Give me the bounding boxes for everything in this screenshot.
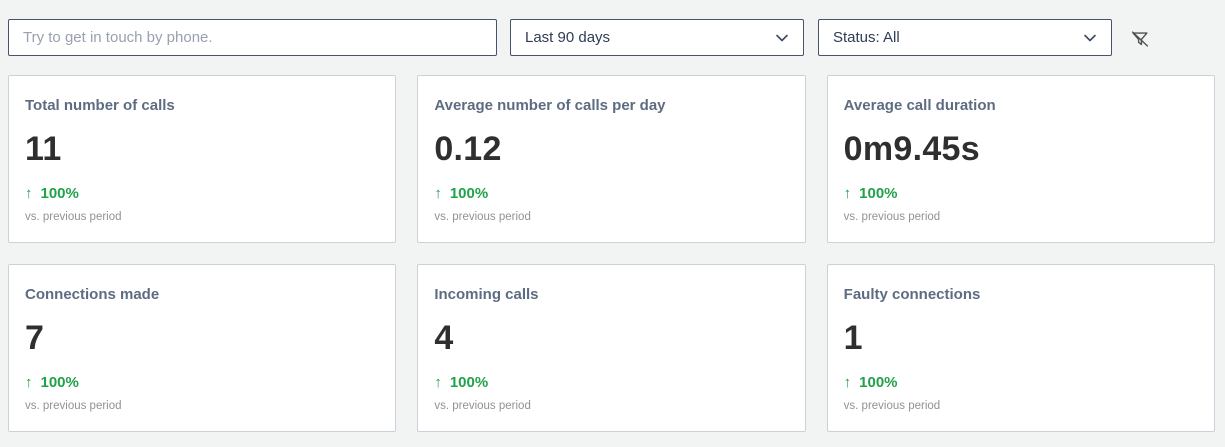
card-title: Average call duration: [843, 97, 996, 114]
up-arrow-icon: ↑: [843, 185, 852, 202]
card-title: Faulty connections: [843, 286, 981, 303]
comparison-label: vs. previous period: [25, 400, 122, 412]
card-title: Average number of calls per day: [434, 97, 666, 114]
card-faulty-connections: Faulty connections 1 ↑ 100% vs. previous…: [826, 264, 1215, 432]
comparison-label: vs. previous period: [434, 400, 531, 412]
card-total-calls: Total number of calls 11 ↑ 100% vs. prev…: [8, 75, 397, 243]
card-value: 1: [843, 319, 863, 357]
card-value: 4: [434, 319, 454, 357]
up-arrow-icon: ↑: [434, 374, 442, 391]
card-title: Total number of calls: [25, 97, 175, 114]
up-arrow-icon: ↑: [25, 374, 33, 391]
clear-filters-button[interactable]: [1126, 25, 1154, 53]
kpi-cards-grid: Total number of calls 11 ↑ 100% vs. prev…: [8, 75, 1215, 432]
card-value: 0.12: [434, 130, 502, 168]
filter-clear-icon: [1131, 31, 1149, 47]
delta-value: 100%: [859, 374, 898, 391]
card-value: 7: [25, 319, 45, 357]
card-title: Connections made: [25, 286, 160, 303]
up-arrow-icon: ↑: [434, 185, 442, 202]
up-arrow-icon: ↑: [843, 374, 852, 391]
chevron-down-icon: [776, 34, 788, 41]
card-delta: ↑ 100%: [25, 374, 377, 392]
delta-value: 100%: [449, 185, 489, 202]
status-value: Status: All: [833, 29, 900, 46]
up-arrow-icon: ↑: [25, 185, 33, 202]
card-delta: ↑ 100%: [25, 185, 377, 203]
card-incoming-calls: Incoming calls 4 ↑ 100% vs. previous per…: [417, 264, 806, 432]
delta-value: 100%: [40, 374, 79, 391]
comparison-label: vs. previous period: [843, 211, 941, 223]
date-range-dropdown[interactable]: Last 90 days: [510, 19, 804, 56]
chevron-down-icon: [1084, 34, 1096, 41]
search-input[interactable]: [8, 19, 497, 56]
comparison-label: vs. previous period: [25, 211, 122, 223]
comparison-label: vs. previous period: [434, 211, 531, 223]
status-dropdown[interactable]: Status: All: [818, 19, 1112, 56]
delta-value: 100%: [859, 185, 898, 202]
delta-value: 100%: [449, 374, 489, 391]
card-value: 11: [25, 130, 62, 168]
delta-value: 100%: [40, 185, 79, 202]
card-delta: ↑ 100%: [434, 185, 786, 203]
date-range-value: Last 90 days: [525, 29, 611, 46]
card-connections-made: Connections made 7 ↑ 100% vs. previous p…: [8, 264, 397, 432]
comparison-label: vs. previous period: [843, 400, 941, 412]
card-avg-call-duration: Average call duration 0m9.45s ↑ 100% vs.…: [826, 75, 1215, 243]
card-value: 0m9.45s: [843, 130, 980, 168]
card-delta: ↑ 100%: [844, 185, 1196, 203]
card-title: Incoming calls: [434, 286, 539, 303]
card-avg-calls-per-day: Average number of calls per day 0.12 ↑ 1…: [417, 75, 806, 243]
card-delta: ↑ 100%: [844, 374, 1196, 392]
card-delta: ↑ 100%: [434, 374, 786, 392]
